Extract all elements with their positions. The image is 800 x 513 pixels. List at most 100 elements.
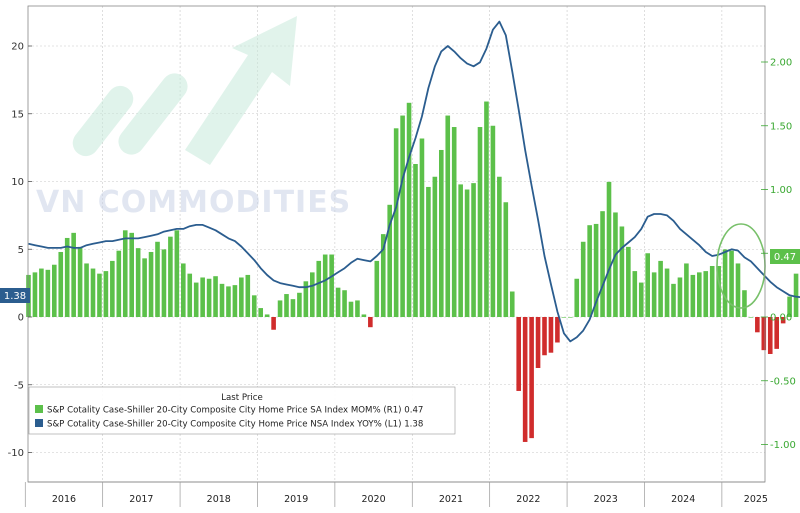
mom-bar [787, 296, 792, 317]
mom-bar [477, 127, 483, 318]
mom-bar [697, 272, 702, 317]
mom-bar [774, 317, 779, 349]
mom-bar [735, 263, 741, 317]
mom-bar [767, 317, 773, 354]
mom-bar [174, 230, 180, 317]
mom-bar [258, 308, 263, 317]
mom-bar [64, 237, 70, 317]
mom-bar [458, 184, 463, 317]
legend-swatch-yoy [35, 419, 43, 427]
mom-bar [329, 254, 334, 317]
mom-bar [355, 300, 360, 317]
mom-bar [316, 260, 322, 317]
mom-bar [290, 299, 296, 317]
left-tick-label: 0 [18, 313, 24, 324]
mom-bar [419, 138, 425, 317]
x-tick-label: 2021 [439, 494, 463, 505]
mom-bar [161, 249, 167, 317]
mom-bar [561, 317, 567, 318]
mom-bar [181, 263, 186, 317]
mom-bar [193, 282, 199, 317]
mom-bar [742, 290, 747, 317]
watermark-text: VN COMMODITIES [36, 185, 351, 220]
mom-bar [555, 317, 560, 343]
mom-bar [155, 241, 160, 317]
mom-bar [593, 223, 599, 317]
mom-bar [200, 277, 205, 317]
mom-bar [748, 317, 754, 318]
mom-bar [284, 294, 289, 317]
mom-bar [219, 283, 225, 317]
mom-bar [129, 232, 134, 317]
mom-bar [400, 115, 405, 317]
mom-bar [97, 273, 102, 317]
mom-bar [232, 285, 238, 317]
mom-bars [26, 101, 799, 442]
mom-bar [148, 251, 154, 317]
left-tick-label: -10 [8, 448, 24, 459]
watermark-arrow-icon [72, 16, 297, 165]
mom-bar [135, 248, 141, 317]
mom-bar [361, 314, 367, 317]
mom-last-badge: 0.47 [770, 249, 800, 264]
mom-bar [471, 183, 476, 317]
x-tick-label: 2018 [207, 494, 231, 505]
x-tick-label: 2016 [52, 494, 76, 505]
mom-bar [310, 272, 315, 317]
left-tick-label: 15 [11, 109, 24, 120]
mom-bar [245, 274, 251, 317]
legend-swatch-mom [35, 405, 43, 413]
mom-bar [206, 278, 212, 317]
x-tick-label: 2022 [516, 494, 540, 505]
mom-bar [664, 268, 670, 317]
mom-bar [542, 317, 547, 356]
legend-item-yoy: S&P Cotality Case-Shiller 20-City Compos… [47, 420, 423, 430]
mom-bar [406, 102, 412, 317]
mom-bar [722, 249, 728, 317]
right-tick-label: -1.00 [770, 440, 796, 451]
right-tick-label: -0.50 [770, 376, 796, 387]
x-tick-label: 2019 [284, 494, 308, 505]
mom-bar [277, 300, 283, 317]
mom-bar [303, 281, 309, 317]
mom-bar [638, 282, 644, 317]
mom-bar [380, 234, 386, 317]
left-tick-label: 20 [11, 42, 24, 53]
mom-bar [780, 317, 786, 324]
mom-bar [716, 266, 721, 317]
mom-bar [58, 251, 64, 317]
mom-bar [122, 230, 128, 317]
mom-bar [297, 292, 302, 317]
mom-bar [71, 232, 76, 317]
mom-bar [703, 271, 709, 317]
mom-bar [116, 250, 122, 317]
x-tick-label: 2017 [129, 494, 153, 505]
mom-bar [168, 236, 173, 317]
mom-bar [671, 283, 676, 317]
mom-bar [348, 301, 354, 317]
mom-bar [32, 272, 38, 317]
mom-bar [342, 290, 347, 317]
mom-bar [535, 317, 541, 368]
mom-bar [580, 241, 586, 317]
mom-last-value: 0.47 [774, 252, 796, 263]
mom-bar [335, 287, 341, 317]
mom-bar [251, 295, 257, 317]
x-tick-label: 2025 [744, 494, 768, 505]
x-tick-label: 2024 [671, 494, 695, 505]
x-tick-label: 2020 [361, 494, 385, 505]
mom-bar [103, 271, 109, 317]
left-tick-label: 5 [18, 245, 24, 256]
mom-bar [445, 115, 451, 317]
mom-bar [271, 317, 276, 330]
mom-bar [374, 260, 380, 317]
mom-bar [451, 127, 457, 318]
mom-bar [84, 263, 89, 317]
mom-bar [516, 317, 521, 391]
legend-header: Last Price [221, 393, 263, 403]
mom-bar [439, 149, 444, 317]
mom-bar [651, 272, 657, 317]
mom-bar [110, 260, 115, 317]
mom-bar [387, 204, 392, 317]
